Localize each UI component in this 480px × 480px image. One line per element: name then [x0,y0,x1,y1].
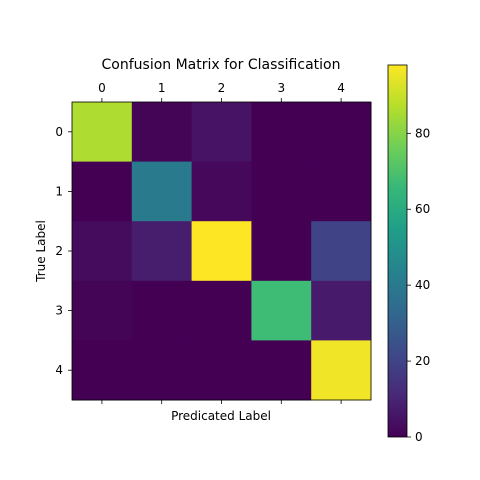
heatmap-cell [131,102,193,163]
heatmap-cell [131,340,193,401]
heatmap-cell [191,280,252,341]
x-tick-label: 4 [337,81,345,95]
x-tick-label: 2 [218,81,226,95]
heatmap-cell [191,340,252,401]
y-tick-label: 2 [55,244,63,258]
colorbar-frame [387,64,408,438]
colorbar-tick-label: 20 [415,354,430,368]
heatmap-cell [191,161,252,222]
x-axis-ticks: 0 1 2 3 4 [98,81,345,404]
heatmap-cell [311,280,372,341]
x-tick-label: 3 [277,81,285,95]
heatmap-cell [131,280,193,341]
heatmap-cell [251,221,312,282]
heatmap-cell [131,221,193,282]
y-axis-ticks: 0 1 2 3 4 [55,125,72,377]
colorbar-tick-label: 0 [415,430,423,444]
heatmap-cell [131,161,193,222]
heatmap-cell [251,340,312,401]
heatmap-cell [72,161,133,222]
heatmap-cell [72,340,133,401]
heatmap-cell [191,221,252,282]
x-tick-label: 0 [98,81,106,95]
heatmap-cell [251,280,312,341]
colorbar-tick-label: 60 [415,202,430,216]
heatmap-cells [72,102,372,401]
heatmap-cell [311,102,372,163]
heatmap-cell [311,221,372,282]
colorbar [388,65,407,437]
heatmap-cell [311,161,372,222]
heatmap-cell [311,340,372,401]
colorbar-tick-label: 80 [415,126,430,140]
y-tick-label: 3 [55,304,63,318]
colorbar-tick-label: 40 [415,278,430,292]
heatmap-cell [251,161,312,222]
y-axis-label: True Label [34,220,48,283]
heatmap-cell [72,280,133,341]
x-axis-label: Predicated Label [171,409,271,423]
y-tick-label: 4 [55,363,63,377]
chart-title: Confusion Matrix for Classification [102,57,341,73]
colorbar-ticks: 0 20 40 60 80 [407,126,430,444]
x-tick-label: 1 [158,81,166,95]
heatmap-cell [72,102,133,163]
y-tick-label: 0 [55,125,63,139]
y-tick-label: 1 [55,184,63,198]
heatmap-cell [72,221,133,282]
heatmap-cell [251,102,312,163]
heatmap-cell [191,102,252,163]
